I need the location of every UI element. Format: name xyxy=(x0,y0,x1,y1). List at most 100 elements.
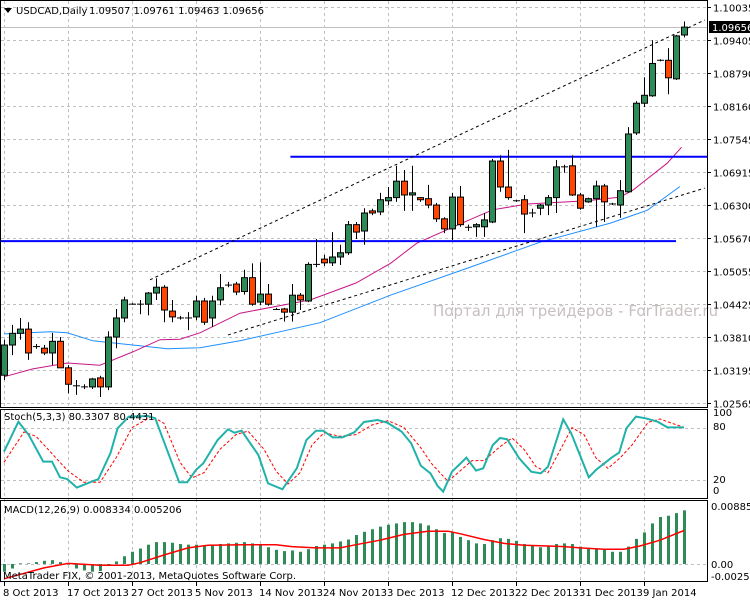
date-label: 22 Dec 2013 xyxy=(515,588,579,599)
macd-histogram-bar xyxy=(219,544,222,564)
candle xyxy=(489,158,496,224)
candle-body-bull xyxy=(617,190,624,206)
macd-histogram-bar xyxy=(339,541,342,564)
macd-histogram-bar xyxy=(51,560,54,564)
candle xyxy=(25,322,32,360)
candle xyxy=(305,262,312,303)
candle xyxy=(601,183,608,223)
macd-panel[interactable] xyxy=(3,510,686,580)
candle-body-bull xyxy=(153,286,160,294)
stoch-axis-label: 100 xyxy=(713,408,732,419)
macd-histogram-bar xyxy=(307,549,310,564)
candle-body-bull xyxy=(145,292,152,305)
candle-body-bull xyxy=(625,133,632,193)
candle xyxy=(209,295,216,327)
candle xyxy=(481,212,488,237)
macd-histogram-bar xyxy=(283,551,286,564)
candle-body-bear xyxy=(417,197,424,201)
candle-body-bull xyxy=(377,199,384,213)
macd-histogram-bar xyxy=(355,535,358,564)
watermark: Портал для трейдеров - ForTrader.ru xyxy=(433,302,718,320)
macd-histogram-bar xyxy=(171,542,174,564)
triangle-down-icon[interactable] xyxy=(4,8,12,13)
stochastic-panel[interactable] xyxy=(3,414,685,494)
current-price-label: 1.09656 xyxy=(712,23,750,34)
candle xyxy=(513,199,520,202)
stoch-main-line xyxy=(3,414,685,494)
candle-body-bear xyxy=(201,300,208,323)
candle-body-bull xyxy=(49,340,56,354)
macd-histogram-bar xyxy=(155,542,158,564)
date-label: 24 Nov 2013 xyxy=(323,588,387,599)
macd-histogram-bar xyxy=(451,532,454,564)
macd-histogram-bar xyxy=(611,551,614,564)
candle xyxy=(561,164,568,173)
candle-body-bear xyxy=(425,198,432,206)
candle xyxy=(665,48,672,95)
date-label: 27 Oct 2013 xyxy=(131,588,193,599)
macd-histogram-bar xyxy=(627,546,630,564)
macd-histogram-bar xyxy=(643,532,646,564)
price-label: 1.06300 xyxy=(713,202,750,213)
stoch-axis-label: 80 xyxy=(713,422,726,433)
candle xyxy=(393,165,400,202)
date-label: 12 Dec 2013 xyxy=(451,588,515,599)
macd-histogram-bar xyxy=(267,547,270,564)
macd-histogram-bar xyxy=(499,538,502,564)
candle-body-bear xyxy=(265,293,272,305)
price-label: 1.05055 xyxy=(713,268,750,279)
candle xyxy=(641,77,648,107)
macd-histogram-bar xyxy=(75,564,78,569)
candle-body-bear xyxy=(569,165,576,196)
stoch-axis-label: 0 xyxy=(713,486,719,497)
price-label: 1.10035 xyxy=(713,4,750,15)
candle-body-bull xyxy=(17,328,24,334)
candle xyxy=(249,263,256,306)
candle-body-bull xyxy=(193,300,200,318)
candle xyxy=(329,232,336,267)
macd-histogram-bar xyxy=(139,548,142,564)
ohlc-readout: 1.09507 1.09761 1.09463 1.09656 xyxy=(89,6,264,17)
candle-body-bear xyxy=(281,308,288,313)
copyright: MetaTrader FIX, © 2001-2013, MetaQuotes … xyxy=(3,571,296,582)
candle xyxy=(41,345,48,356)
candle xyxy=(401,170,408,211)
candle-body-bull xyxy=(329,256,336,264)
candle xyxy=(273,307,280,311)
macd-histogram-bar xyxy=(403,522,406,564)
macd-histogram-bar xyxy=(35,562,38,564)
candle xyxy=(169,299,176,323)
candle xyxy=(377,192,384,216)
candle xyxy=(425,184,432,209)
candle xyxy=(73,380,80,395)
macd-histogram-bar xyxy=(187,544,190,564)
candle-body-bull xyxy=(217,287,224,301)
macd-histogram-bar xyxy=(123,556,126,564)
candle-body-bull xyxy=(209,300,216,319)
macd-histogram-bar xyxy=(67,564,70,565)
candle xyxy=(121,296,128,323)
candle-body-bull xyxy=(257,293,264,303)
candle-body-bear xyxy=(233,283,240,293)
price-label: 1.09405 xyxy=(713,37,750,48)
candle xyxy=(233,281,240,296)
macd-histogram-bar xyxy=(595,548,598,564)
macd-histogram-bar xyxy=(131,551,134,564)
candle-body-bear xyxy=(577,194,584,209)
price-panel[interactable] xyxy=(1,19,707,397)
macd-histogram-bar xyxy=(19,563,22,564)
candle xyxy=(33,343,40,349)
candle xyxy=(417,197,424,202)
chart-header: USDCAD,Daily 1.09507 1.09761 1.09463 1.0… xyxy=(4,6,264,17)
stochastic-title: Stoch(5,3,3) 80.3307 80.4431 xyxy=(4,412,155,423)
macd-histogram-bar xyxy=(27,563,30,564)
macd-histogram-bar xyxy=(459,536,462,564)
candle-body-bear xyxy=(297,294,304,301)
current-price-tag xyxy=(709,21,750,33)
grid xyxy=(1,1,707,581)
macd-histogram-bar xyxy=(323,544,326,564)
candle-body-bull xyxy=(633,102,640,134)
candle xyxy=(257,262,264,306)
candle xyxy=(553,159,560,213)
